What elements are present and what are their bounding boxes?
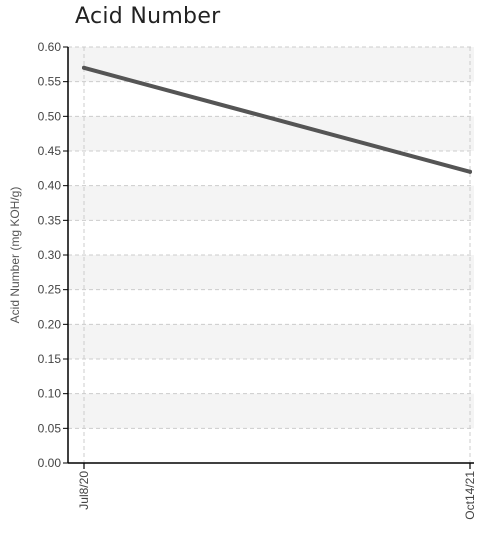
- grid-band: [68, 47, 474, 82]
- y-tick-label: 0.00: [38, 456, 62, 470]
- series-line: [82, 65, 472, 174]
- grid-band: [68, 185, 474, 221]
- x-axis-ticks: Jul8/20 Oct14/21: [77, 463, 477, 520]
- data-point: [82, 65, 86, 70]
- x-tick-label: Jul8/20: [77, 471, 91, 510]
- y-tick-label: 0.35: [38, 213, 62, 227]
- y-tick-label: 0.05: [38, 421, 62, 435]
- y-tick-label: 0.60: [38, 40, 62, 54]
- grid-band: [68, 324, 474, 359]
- grid-lines: [68, 46, 474, 463]
- x-tick-label: Oct14/21: [463, 471, 477, 520]
- chart-title: Acid Number: [75, 4, 221, 29]
- grid-band: [68, 393, 474, 429]
- y-tick-label: 0.20: [38, 317, 62, 331]
- y-tick-label: 0.25: [38, 283, 62, 297]
- y-tick-label: 0.30: [38, 248, 62, 262]
- grid-band: [68, 255, 474, 290]
- y-tick-label: 0.15: [38, 352, 62, 366]
- y-axis-label: Acid Number (mg KOH/g): [8, 187, 22, 324]
- y-tick-label: 0.55: [38, 75, 62, 89]
- y-tick-label: 0.50: [38, 109, 62, 123]
- series-group: [82, 65, 472, 174]
- y-tick-label: 0.45: [38, 144, 62, 158]
- data-point: [468, 169, 472, 174]
- y-axis-ticks: 0.00 0.05 0.10 0.15 0.20 0.25 0.30 0.35 0.40 0.45…: [38, 40, 68, 470]
- y-tick-label: 0.40: [38, 179, 62, 193]
- plot-background-bands: [68, 47, 474, 429]
- y-tick-label: 0.10: [38, 387, 62, 401]
- grid-band: [68, 116, 474, 151]
